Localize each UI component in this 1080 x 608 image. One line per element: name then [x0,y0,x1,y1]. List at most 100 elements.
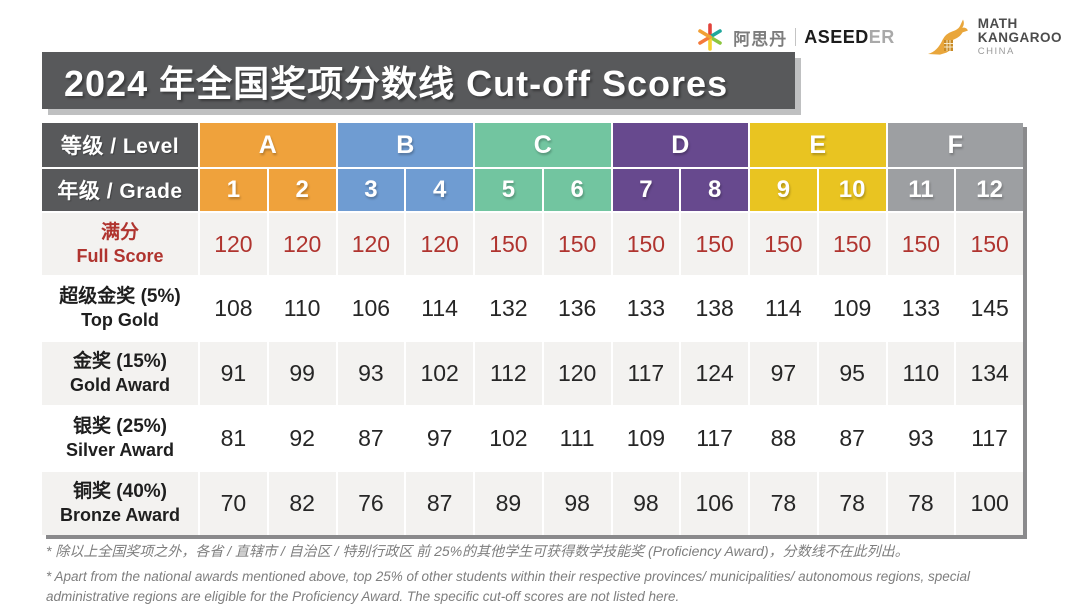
row-label-gold: 金奖 (15%) Gold Award [42,342,198,405]
level-cell-a: A [200,123,336,167]
grade-header-label: 年级 / Grade [42,169,198,211]
kangaroo-line3: CHINA [977,45,1015,57]
kangaroo-wordmark: MATH KANGAROO CHINA [978,17,1062,56]
level-cell-d: D [612,123,748,167]
score-cell: 133 [612,277,680,340]
asdan-logo: 阿思丹 ASEEDER [695,22,895,52]
row-label-bronze: 铜奖 (40%) Bronze Award [42,472,198,535]
score-cell: 110 [887,342,955,405]
score-cell: 78 [750,472,817,535]
score-cell: 117 [681,407,748,470]
level-header-label: 等级 / Level [42,123,198,167]
score-cell: 120 [543,342,611,405]
score-cell: 88 [750,407,817,470]
asdan-star-icon [698,23,723,51]
score-cell: 100 [956,472,1023,535]
grade-cell-4: 4 [406,169,473,211]
row-label-top-gold: 超级金奖 (5%) Top Gold [42,277,198,340]
math-kangaroo-logo: MATH KANGAROO CHINA [925,16,1062,58]
score-cell: 114 [406,277,473,340]
score-cell: 89 [475,472,542,535]
score-cell: 102 [406,342,473,405]
score-cell: 87 [337,407,405,470]
score-cell: 82 [268,472,336,535]
score-cell: 150 [887,213,955,275]
row-label-silver: 银奖 (25%) Silver Award [42,407,198,470]
score-cell: 120 [337,213,405,275]
grade-cell-7: 7 [612,169,680,211]
kangaroo-line1: MATH [977,16,1018,32]
score-cell: 97 [750,342,817,405]
score-cell: 87 [818,407,886,470]
score-cell: 114 [750,277,817,340]
score-cell: 134 [956,342,1023,405]
score-cell: 117 [612,342,680,405]
score-cell: 150 [750,213,817,275]
score-cell: 120 [406,213,473,275]
grade-cell-8: 8 [681,169,748,211]
level-cell-b: B [337,123,473,167]
score-cell: 112 [475,342,542,405]
score-cell: 93 [887,407,955,470]
asdan-cn-name: 阿思丹 [733,29,788,49]
score-cell: 93 [337,342,405,405]
grade-cell-10: 10 [818,169,886,211]
kangaroo-line2: KANGAROO [977,30,1062,46]
page-title: 2024 年全国奖项分数线 Cut-off Scores [42,52,795,109]
logo-bar: 阿思丹 ASEEDER MATH KANGAROO CHINA [695,16,1062,58]
score-cell: 150 [543,213,611,275]
score-cell: 150 [475,213,542,275]
grade-cell-12: 12 [956,169,1023,211]
level-cell-e: E [750,123,886,167]
score-cell: 150 [956,213,1023,275]
score-cell: 70 [200,472,267,535]
asdan-en-name: ASEEDER [804,26,895,47]
score-cell: 98 [543,472,611,535]
score-cell: 78 [818,472,886,535]
grade-cell-1: 1 [200,169,267,211]
score-cell: 106 [337,277,405,340]
cutoff-score-table: 等级 / Level A B C D E F 年级 / Grade 1 2 3 … [42,123,1023,535]
score-cell: 132 [475,277,542,340]
score-cell: 97 [406,407,473,470]
score-cell: 95 [818,342,886,405]
score-cell: 124 [681,342,748,405]
score-cell: 110 [268,277,336,340]
score-cell: 145 [956,277,1023,340]
score-cell: 117 [956,407,1023,470]
footnote-zh: * 除以上全国奖项之外，各省 / 直辖市 / 自治区 / 特别行政区 前 25%… [46,543,909,559]
score-cell: 78 [887,472,955,535]
score-cell: 91 [200,342,267,405]
score-cell: 108 [200,277,267,340]
score-cell: 120 [200,213,267,275]
score-cell: 81 [200,407,267,470]
grade-cell-9: 9 [750,169,817,211]
level-cell-c: C [475,123,611,167]
score-cell: 150 [612,213,680,275]
row-label-full-score: 满分 Full Score [42,213,198,275]
grade-cell-6: 6 [543,169,611,211]
score-cell: 102 [475,407,542,470]
score-cell: 136 [543,277,611,340]
score-cell: 150 [681,213,748,275]
score-cell: 138 [681,277,748,340]
grade-cell-2: 2 [268,169,336,211]
score-cell: 109 [818,277,886,340]
grade-cell-5: 5 [475,169,542,211]
grade-cell-11: 11 [887,169,955,211]
score-cell: 111 [543,407,611,470]
score-cell: 133 [887,277,955,340]
score-cell: 87 [406,472,473,535]
score-cell: 120 [268,213,336,275]
footnote-en: * Apart from the national awards mention… [46,569,971,605]
score-cell: 99 [268,342,336,405]
kangaroo-icon [927,19,968,55]
score-cell: 150 [818,213,886,275]
grade-cell-3: 3 [337,169,405,211]
score-cell: 106 [681,472,748,535]
level-cell-f: F [887,123,1023,167]
score-cell: 76 [337,472,405,535]
score-cell: 109 [612,407,680,470]
score-cell: 92 [268,407,336,470]
